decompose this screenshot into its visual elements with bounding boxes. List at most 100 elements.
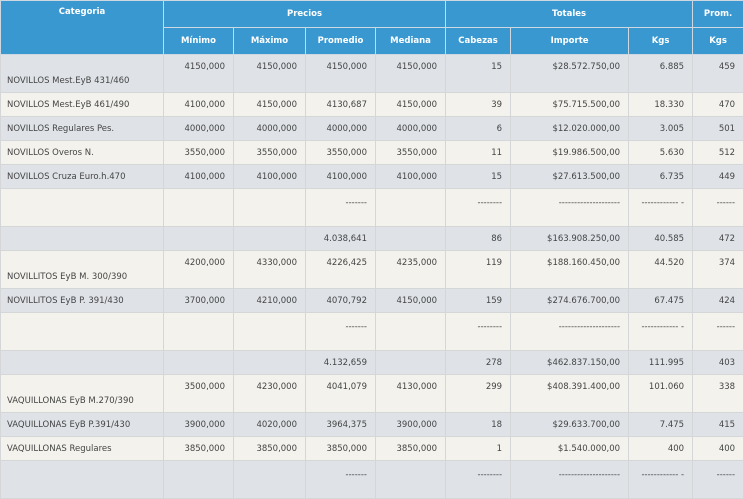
cell-promedio: 3964,375 [305, 412, 376, 437]
cell-kgs: 3.005 [628, 116, 694, 141]
cell-maximo: 4020,000 [233, 412, 306, 437]
cell-prom-kgs: 459 [692, 54, 744, 93]
cell-cabezas: 6 [445, 116, 512, 141]
table-body: NOVILLOS Mest.EyB 431/460 4150,000 4150,00… [0, 54, 744, 499]
cell-cabezas: 86 [445, 226, 512, 251]
cell-cabezas: 15 [445, 54, 512, 93]
cell-promedio: 4.132,659 [305, 350, 376, 375]
cell-cabezas: 11 [445, 140, 512, 165]
cell-importe: $75.715.500,00 [510, 92, 630, 117]
cell-cabezas: 299 [445, 374, 512, 413]
cell-maximo: 3550,000 [233, 140, 306, 165]
cell-categoria [0, 350, 164, 375]
cell-prom-kgs: 403 [692, 350, 744, 375]
cell-kgs: ------------ - [628, 188, 694, 227]
table-row: VAQUILLONAS EyB M.270/390 3500,000 4230,00… [0, 374, 744, 413]
cell-promedio: 4226,425 [305, 250, 376, 289]
cell-importe: $29.633.700,00 [510, 412, 630, 437]
table-row: NOVILLOS Regulares Pes. 4000,000 4000,000 4… [0, 116, 744, 141]
header-maximo: Máximo [233, 27, 306, 55]
cell-promedio: 4100,000 [305, 164, 376, 189]
cell-categoria: NOVILLOS Mest.EyB 461/490 [0, 92, 164, 117]
cell-categoria: NOVILLITOS EyB M. 300/390 [0, 250, 164, 289]
cell-maximo: 4000,000 [233, 116, 306, 141]
header-prom: Prom. [692, 0, 744, 28]
cell-importe: $1.540.000,00 [510, 436, 630, 461]
header-prom-kgs: Kgs [692, 27, 744, 55]
cell-cabezas: 278 [445, 350, 512, 375]
cell-cabezas: 15 [445, 164, 512, 189]
cell-promedio: ------- [305, 188, 376, 227]
cell-prom-kgs: 400 [692, 436, 744, 461]
cell-minimo: 4200,000 [163, 250, 234, 289]
cell-importe: $12.020.000,00 [510, 116, 630, 141]
cell-kgs: 101.060 [628, 374, 694, 413]
cell-importe: -------------------- [510, 312, 630, 351]
table-row: NOVILLOS Mest.EyB 431/460 4150,000 4150,00… [0, 54, 744, 93]
cell-prom-kgs: ------ [692, 188, 744, 227]
cell-cabezas: 1 [445, 436, 512, 461]
cell-mediana: 4150,000 [374, 288, 447, 313]
cell-mediana: 4100,000 [374, 164, 447, 189]
cell-minimo: 4150,000 [163, 54, 234, 93]
header-cabezas: Cabezas [445, 27, 512, 55]
cell-maximo: 4210,000 [233, 288, 306, 313]
table-row: ------- -------- -------------------- -----… [0, 188, 744, 227]
cell-kgs: 5.630 [628, 140, 694, 165]
cell-mediana: 4150,000 [374, 92, 447, 117]
cell-minimo: 4100,000 [163, 92, 234, 117]
cell-promedio: ------- [305, 312, 376, 351]
cell-maximo: 4330,000 [233, 250, 306, 289]
table-row: VAQUILLONAS EyB P.391/430 3900,000 4020,00… [0, 412, 744, 437]
cell-maximo: 4230,000 [233, 374, 306, 413]
cell-mediana: 4235,000 [374, 250, 447, 289]
cell-categoria [0, 460, 164, 499]
cell-importe: $19.986.500,00 [510, 140, 630, 165]
cell-maximo: 3850,000 [233, 436, 306, 461]
cell-minimo [163, 226, 234, 251]
table-row: 4.038,641 86 $163.908.250,00 40.585 472 [0, 226, 744, 251]
header-mediana: Mediana [374, 27, 447, 55]
cell-categoria: NOVILLITOS EyB P. 391/430 [0, 288, 164, 313]
cell-prom-kgs: ------ [692, 312, 744, 351]
cell-prom-kgs: 415 [692, 412, 744, 437]
table-row: NOVILLOS Cruza Euro.h.470 4100,000 4100,00… [0, 164, 744, 189]
table-row: ------- -------- -------------------- -----… [0, 312, 744, 351]
cell-mediana: 4130,000 [374, 374, 447, 413]
cell-cabezas: 159 [445, 288, 512, 313]
cell-prom-kgs: ------ [692, 460, 744, 499]
cell-mediana [374, 188, 447, 227]
cell-mediana [374, 350, 447, 375]
cell-prom-kgs: 449 [692, 164, 744, 189]
cell-importe: $188.160.450,00 [510, 250, 630, 289]
cell-categoria: NOVILLOS Overos N. [0, 140, 164, 165]
cell-prom-kgs: 512 [692, 140, 744, 165]
cell-mediana: 3550,000 [374, 140, 447, 165]
table-row: NOVILLOS Overos N. 3550,000 3550,000 3550,0… [0, 140, 744, 165]
header-kgs: Kgs [628, 27, 694, 55]
cell-minimo [163, 312, 234, 351]
cell-maximo: 4150,000 [233, 92, 306, 117]
cell-mediana: 4150,000 [374, 54, 447, 93]
cell-promedio: ------- [305, 460, 376, 499]
cell-maximo: 4100,000 [233, 164, 306, 189]
cell-cabezas: -------- [445, 460, 512, 499]
cell-kgs: 111.995 [628, 350, 694, 375]
cell-categoria: VAQUILLONAS Regulares [0, 436, 164, 461]
cell-minimo [163, 460, 234, 499]
cell-prom-kgs: 424 [692, 288, 744, 313]
cell-promedio: 4150,000 [305, 54, 376, 93]
cell-kgs: 7.475 [628, 412, 694, 437]
cell-promedio: 3850,000 [305, 436, 376, 461]
cell-minimo: 3700,000 [163, 288, 234, 313]
cell-kgs: 44.520 [628, 250, 694, 289]
cell-maximo [233, 312, 306, 351]
cell-minimo: 3550,000 [163, 140, 234, 165]
cell-cabezas: 39 [445, 92, 512, 117]
table-row: ------- -------- -------------------- -----… [0, 460, 744, 499]
cell-prom-kgs: 374 [692, 250, 744, 289]
header-importe: Importe [510, 27, 630, 55]
table-row: NOVILLITOS EyB P. 391/430 3700,000 4210,00… [0, 288, 744, 313]
header-precios: Precios [162, 0, 447, 28]
